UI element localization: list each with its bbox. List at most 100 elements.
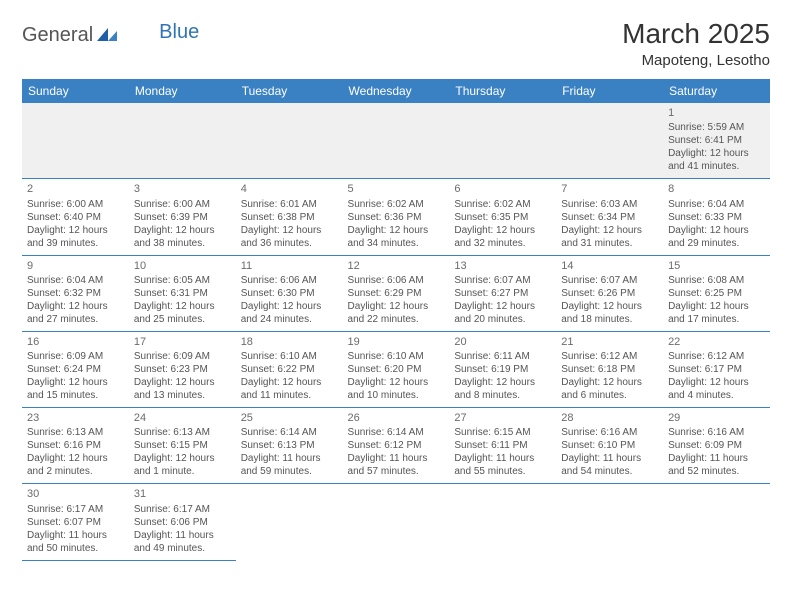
daylight-text: Daylight: 12 hours	[454, 300, 551, 313]
daylight-text: Daylight: 12 hours	[134, 300, 231, 313]
sunrise-text: Sunrise: 6:12 AM	[561, 350, 658, 363]
page-title: March 2025	[622, 18, 770, 50]
daylight-text: Daylight: 12 hours	[561, 224, 658, 237]
daylight-text: Daylight: 11 hours	[561, 452, 658, 465]
calendar-cell: 18Sunrise: 6:10 AMSunset: 6:22 PMDayligh…	[236, 331, 343, 407]
logo-text-blue: Blue	[159, 21, 199, 44]
logo: General Blue	[22, 18, 199, 47]
sunrise-text: Sunrise: 6:06 AM	[348, 274, 445, 287]
calendar-cell: 16Sunrise: 6:09 AMSunset: 6:24 PMDayligh…	[22, 331, 129, 407]
calendar-cell	[449, 484, 556, 560]
calendar-cell: 15Sunrise: 6:08 AMSunset: 6:25 PMDayligh…	[663, 255, 770, 331]
calendar-cell: 11Sunrise: 6:06 AMSunset: 6:30 PMDayligh…	[236, 255, 343, 331]
title-block: March 2025 Mapoteng, Lesotho	[622, 18, 770, 69]
daylight-text: Daylight: 12 hours	[561, 300, 658, 313]
sunset-text: Sunset: 6:12 PM	[348, 439, 445, 452]
sunrise-text: Sunrise: 6:00 AM	[134, 198, 231, 211]
sunrise-text: Sunrise: 6:02 AM	[454, 198, 551, 211]
day-number: 1	[668, 106, 765, 120]
calendar-cell: 27Sunrise: 6:15 AMSunset: 6:11 PMDayligh…	[449, 408, 556, 484]
sunrise-text: Sunrise: 6:06 AM	[241, 274, 338, 287]
daylight-text: Daylight: 12 hours	[134, 376, 231, 389]
day-number: 5	[348, 182, 445, 196]
sunset-text: Sunset: 6:35 PM	[454, 211, 551, 224]
weekday-header: Tuesday	[236, 79, 343, 103]
day-number: 13	[454, 259, 551, 273]
daylight-text: Daylight: 12 hours	[27, 452, 124, 465]
day-number: 6	[454, 182, 551, 196]
sunrise-text: Sunrise: 6:07 AM	[454, 274, 551, 287]
sunset-text: Sunset: 6:39 PM	[134, 211, 231, 224]
sunset-text: Sunset: 6:13 PM	[241, 439, 338, 452]
calendar-cell: 10Sunrise: 6:05 AMSunset: 6:31 PMDayligh…	[129, 255, 236, 331]
daylight-text: Daylight: 11 hours	[241, 452, 338, 465]
calendar-cell	[449, 103, 556, 179]
sunset-text: Sunset: 6:32 PM	[27, 287, 124, 300]
day-number: 28	[561, 411, 658, 425]
weekday-header: Saturday	[663, 79, 770, 103]
sunset-text: Sunset: 6:40 PM	[27, 211, 124, 224]
daylight-text: Daylight: 12 hours	[668, 376, 765, 389]
daylight-text: and 22 minutes.	[348, 313, 445, 326]
sunrise-text: Sunrise: 6:07 AM	[561, 274, 658, 287]
daylight-text: Daylight: 12 hours	[561, 376, 658, 389]
calendar-cell: 25Sunrise: 6:14 AMSunset: 6:13 PMDayligh…	[236, 408, 343, 484]
sunrise-text: Sunrise: 6:03 AM	[561, 198, 658, 211]
day-number: 21	[561, 335, 658, 349]
calendar-cell: 12Sunrise: 6:06 AMSunset: 6:29 PMDayligh…	[343, 255, 450, 331]
day-number: 24	[134, 411, 231, 425]
daylight-text: Daylight: 12 hours	[454, 224, 551, 237]
daylight-text: and 59 minutes.	[241, 465, 338, 478]
sunset-text: Sunset: 6:31 PM	[134, 287, 231, 300]
daylight-text: and 55 minutes.	[454, 465, 551, 478]
calendar-cell: 17Sunrise: 6:09 AMSunset: 6:23 PMDayligh…	[129, 331, 236, 407]
day-number: 11	[241, 259, 338, 273]
calendar-cell: 30Sunrise: 6:17 AMSunset: 6:07 PMDayligh…	[22, 484, 129, 560]
sunrise-text: Sunrise: 6:14 AM	[241, 426, 338, 439]
calendar-row: 1Sunrise: 5:59 AMSunset: 6:41 PMDaylight…	[22, 103, 770, 179]
sunrise-text: Sunrise: 6:04 AM	[668, 198, 765, 211]
daylight-text: and 20 minutes.	[454, 313, 551, 326]
sunset-text: Sunset: 6:11 PM	[454, 439, 551, 452]
calendar-cell: 9Sunrise: 6:04 AMSunset: 6:32 PMDaylight…	[22, 255, 129, 331]
daylight-text: and 32 minutes.	[454, 237, 551, 250]
daylight-text: and 15 minutes.	[27, 389, 124, 402]
daylight-text: and 25 minutes.	[134, 313, 231, 326]
day-number: 31	[134, 487, 231, 501]
daylight-text: and 10 minutes.	[348, 389, 445, 402]
calendar-cell: 8Sunrise: 6:04 AMSunset: 6:33 PMDaylight…	[663, 179, 770, 255]
daylight-text: and 50 minutes.	[27, 542, 124, 555]
calendar-cell	[236, 484, 343, 560]
calendar-cell	[343, 103, 450, 179]
logo-text-general: General	[22, 24, 93, 47]
header: General Blue March 2025 Mapoteng, Lesoth…	[22, 18, 770, 69]
sunset-text: Sunset: 6:15 PM	[134, 439, 231, 452]
day-number: 29	[668, 411, 765, 425]
sunrise-text: Sunrise: 6:04 AM	[27, 274, 124, 287]
calendar-row: 30Sunrise: 6:17 AMSunset: 6:07 PMDayligh…	[22, 484, 770, 560]
calendar-cell: 28Sunrise: 6:16 AMSunset: 6:10 PMDayligh…	[556, 408, 663, 484]
calendar-cell: 22Sunrise: 6:12 AMSunset: 6:17 PMDayligh…	[663, 331, 770, 407]
sunset-text: Sunset: 6:18 PM	[561, 363, 658, 376]
calendar-row: 9Sunrise: 6:04 AMSunset: 6:32 PMDaylight…	[22, 255, 770, 331]
daylight-text: and 1 minute.	[134, 465, 231, 478]
sunset-text: Sunset: 6:41 PM	[668, 134, 765, 147]
daylight-text: Daylight: 12 hours	[241, 376, 338, 389]
day-number: 19	[348, 335, 445, 349]
day-number: 27	[454, 411, 551, 425]
daylight-text: and 8 minutes.	[454, 389, 551, 402]
calendar-cell: 24Sunrise: 6:13 AMSunset: 6:15 PMDayligh…	[129, 408, 236, 484]
sunset-text: Sunset: 6:10 PM	[561, 439, 658, 452]
weekday-header: Friday	[556, 79, 663, 103]
calendar-cell: 1Sunrise: 5:59 AMSunset: 6:41 PMDaylight…	[663, 103, 770, 179]
daylight-text: and 24 minutes.	[241, 313, 338, 326]
daylight-text: and 4 minutes.	[668, 389, 765, 402]
day-number: 8	[668, 182, 765, 196]
sunset-text: Sunset: 6:36 PM	[348, 211, 445, 224]
daylight-text: Daylight: 12 hours	[668, 300, 765, 313]
daylight-text: Daylight: 12 hours	[348, 224, 445, 237]
day-number: 17	[134, 335, 231, 349]
day-number: 15	[668, 259, 765, 273]
sunset-text: Sunset: 6:16 PM	[27, 439, 124, 452]
sunset-text: Sunset: 6:29 PM	[348, 287, 445, 300]
